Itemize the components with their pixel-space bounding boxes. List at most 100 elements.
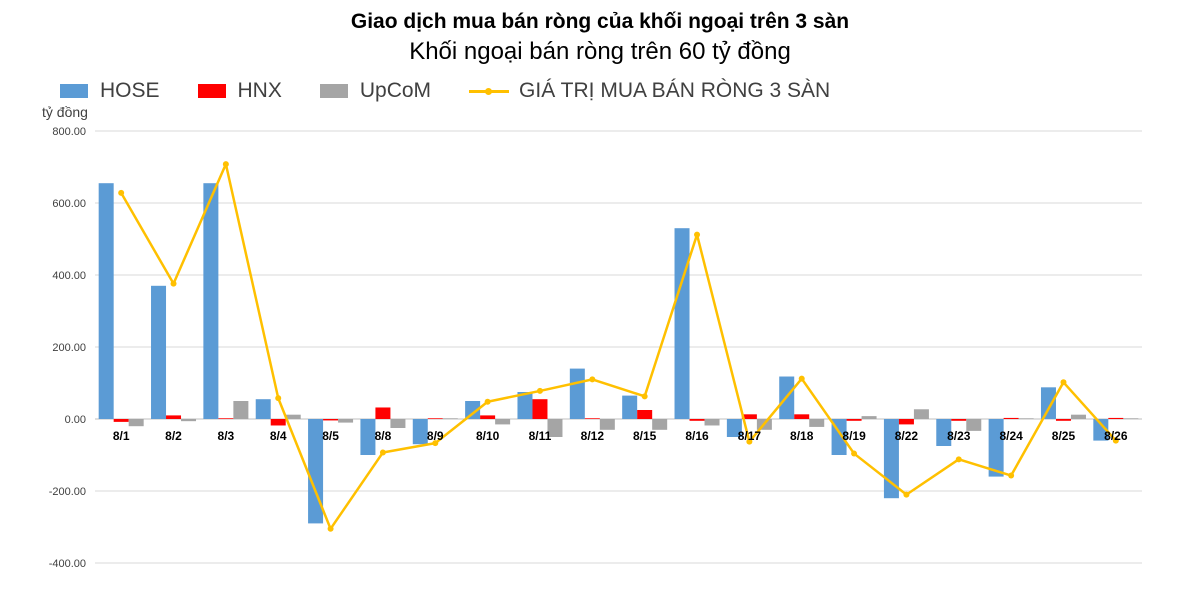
- legend-label-hose: HOSE: [100, 79, 160, 102]
- bar-hose-8-26: [1093, 419, 1109, 441]
- legend-swatch-hose: [60, 84, 88, 98]
- net-value-line: [118, 161, 1119, 532]
- bar-hnx-8-2: [166, 415, 182, 419]
- x-tick-label: 8/19: [842, 429, 866, 443]
- x-tick-label: 8/9: [427, 429, 444, 443]
- y-tick-label: -400.00: [49, 558, 86, 570]
- bar-upcom-8-11: [547, 419, 563, 437]
- y-tick-label: -200.00: [49, 486, 86, 498]
- x-tick-label: 8/3: [218, 429, 235, 443]
- y-tick-label: 0.00: [65, 414, 86, 426]
- bar-hose-8-8: [360, 419, 376, 455]
- y-tick-label: 400.00: [52, 270, 86, 282]
- bar-hnx-8-19: [846, 419, 862, 421]
- legend-item-net-value: GIÁ TRỊ MUA BÁN RÒNG 3 SÀN: [469, 79, 830, 103]
- bar-hose-8-5: [308, 419, 324, 524]
- x-tick-label: 8/23: [947, 429, 971, 443]
- bar-hose-8-12: [569, 368, 585, 419]
- chart-legend: HOSE HNX UpCoM GIÁ TRỊ MUA BÁN RÒNG 3 SÀ…: [60, 76, 868, 106]
- bar-upcom-8-4: [285, 414, 301, 419]
- bar-upcom-8-19: [861, 416, 877, 419]
- bar-upcom-8-25: [1070, 414, 1086, 419]
- bar-hnx-8-4: [270, 419, 286, 426]
- net-value-point-8-25: [1060, 379, 1067, 386]
- bar-hose-8-3: [203, 183, 219, 419]
- x-tick-label: 8/25: [1052, 429, 1076, 443]
- net-value-line-path: [120, 162, 1117, 531]
- legend-label-hnx: HNX: [237, 79, 282, 102]
- bar-upcom-8-22: [913, 409, 929, 419]
- bar-hnx-8-9: [427, 418, 443, 419]
- bar-hose-8-4: [255, 399, 271, 419]
- y-tick-label: 600.00: [52, 198, 86, 210]
- x-tick-label: 8/11: [529, 429, 552, 443]
- bar-hnx-8-22: [898, 419, 914, 425]
- net-value-point-8-24: [1008, 472, 1015, 479]
- bar-hnx-8-12: [584, 418, 600, 419]
- legend-swatch-upcom: [319, 84, 348, 98]
- bar-hose-8-17: [726, 419, 742, 437]
- net-value-point-8-18: [798, 375, 805, 382]
- x-tick-label: 8/10: [476, 429, 500, 443]
- x-tick-label: 8/1: [113, 429, 130, 443]
- bar-upcom-8-23: [966, 419, 982, 431]
- bar-hnx-8-15: [637, 410, 653, 419]
- y-tick-label: 200.00: [52, 342, 86, 354]
- x-tick-label: 8/17: [738, 429, 762, 443]
- bar-upcom-8-26: [1123, 418, 1139, 419]
- bar-hose-8-23: [936, 419, 952, 446]
- bar-hnx-8-18: [794, 414, 810, 419]
- legend-label-net-value: GIÁ TRỊ MUA BÁN RÒNG 3 SÀN: [519, 79, 831, 102]
- bar-hose-8-2: [151, 285, 167, 419]
- bar-upcom-8-1: [128, 419, 144, 427]
- y-axis-unit-label: tỷ đồng: [42, 104, 88, 120]
- bar-hnx-8-26: [1108, 417, 1124, 419]
- x-tick-label: 8/26: [1104, 429, 1128, 443]
- bars: [98, 183, 1139, 524]
- x-tick-label: 8/8: [375, 429, 392, 443]
- legend-item-upcom: UpCoM: [319, 79, 431, 103]
- net-value-point-8-2: [170, 280, 177, 287]
- net-value-point-8-5: [327, 525, 334, 532]
- legend-item-hose: HOSE: [60, 79, 160, 103]
- bar-upcom-8-3: [233, 401, 249, 419]
- net-value-point-8-15: [641, 393, 648, 400]
- net-value-point-8-17: [746, 438, 753, 445]
- y-tick-labels: -400.00 -200.00 0.00 200.00 400.00 600.00 800.…: [49, 126, 86, 570]
- bar-hnx-8-24: [1003, 417, 1019, 419]
- bar-hnx-8-11: [532, 399, 548, 419]
- bar-upcom-8-9: [442, 418, 458, 419]
- bar-hnx-8-10: [480, 415, 496, 419]
- bar-hose-8-16: [674, 228, 690, 419]
- bar-upcom-8-8: [390, 419, 406, 428]
- net-value-point-8-10: [484, 398, 491, 405]
- x-tick-label: 8/12: [581, 429, 605, 443]
- net-value-point-8-12: [589, 376, 596, 383]
- net-value-point-8-26: [1112, 437, 1119, 444]
- net-value-point-8-11: [536, 387, 543, 394]
- bar-hnx-8-25: [1055, 419, 1071, 421]
- bar-upcom-8-10: [495, 419, 511, 425]
- gridlines: [95, 130, 1142, 564]
- net-value-point-8-22: [903, 491, 910, 498]
- bar-hnx-8-17: [741, 414, 757, 419]
- bar-hose-8-9: [412, 419, 428, 445]
- bar-hose-8-24: [988, 419, 1004, 477]
- bar-hose-8-15: [622, 395, 638, 419]
- net-value-point-8-8: [379, 449, 386, 456]
- legend-swatch-hnx: [197, 84, 226, 98]
- legend-swatch-net-value: [469, 84, 510, 98]
- bar-upcom-8-16: [704, 419, 720, 426]
- chart-title: Giao dịch mua bán ròng của khối ngoại tr…: [350, 10, 850, 33]
- bar-hose-8-10: [465, 401, 481, 419]
- net-value-point-8-23: [955, 456, 962, 463]
- net-value-point-8-1: [118, 189, 125, 196]
- y-tick-label: 800.00: [52, 126, 86, 138]
- bar-upcom-8-5: [338, 419, 354, 423]
- bar-hnx-8-1: [113, 419, 129, 422]
- bar-hose-8-1: [98, 183, 114, 419]
- bar-hose-8-25: [1040, 387, 1056, 419]
- bar-hnx-8-8: [375, 407, 391, 419]
- x-tick-label: 8/22: [895, 429, 919, 443]
